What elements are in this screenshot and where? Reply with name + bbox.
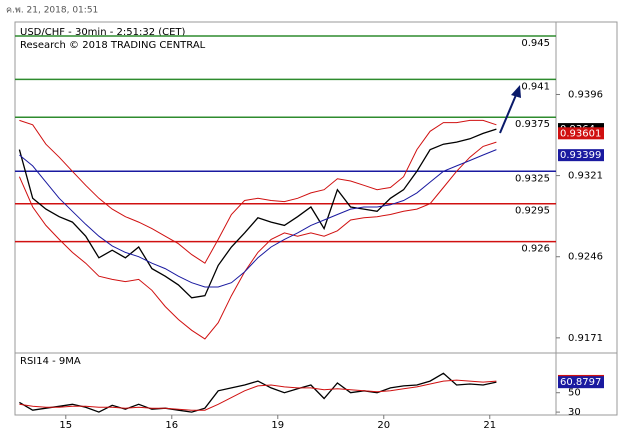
timestamp: ค.พ. 21, 2018, 01:51 bbox=[6, 6, 98, 16]
level-label: 0.926 bbox=[521, 244, 550, 255]
price-box-label: 60.8797 bbox=[560, 377, 601, 388]
price-box bbox=[558, 376, 604, 389]
series-line bbox=[19, 372, 497, 413]
y-tick-label: 0.9246 bbox=[568, 252, 603, 263]
y-tick-label: 0.9171 bbox=[568, 333, 603, 344]
level-label: 0.9325 bbox=[515, 173, 550, 184]
series-line bbox=[18, 141, 497, 340]
series-line bbox=[19, 119, 497, 264]
y-tick-label: 0.9396 bbox=[568, 89, 603, 100]
x-tick-label: 19 bbox=[271, 420, 284, 431]
chart-title: USD/CHF - 30min - 2:51:32 (CET) bbox=[20, 27, 186, 38]
series-line bbox=[18, 128, 497, 299]
x-tick-label: 15 bbox=[59, 420, 72, 431]
level-label: 0.941 bbox=[521, 81, 550, 92]
level-label: 0.9295 bbox=[515, 206, 550, 217]
rsi-title: RSI14 - 9MA bbox=[20, 356, 81, 367]
frame bbox=[14, 21, 618, 416]
x-tick-label: 20 bbox=[377, 420, 390, 431]
arrow-head bbox=[511, 85, 521, 98]
x-tick-label: 16 bbox=[165, 420, 178, 431]
level-label: 0.945 bbox=[521, 38, 550, 49]
price-box-label: 0.93399 bbox=[560, 150, 601, 161]
forecast-arrow bbox=[499, 94, 517, 134]
price-box bbox=[558, 127, 604, 140]
price-box bbox=[558, 149, 604, 162]
series-line bbox=[19, 379, 497, 411]
y-tick-label: 0.9321 bbox=[568, 171, 603, 182]
x-tick-label: 21 bbox=[483, 420, 496, 431]
y-tick-label: 50 bbox=[568, 388, 581, 399]
chart-subtitle: Research © 2018 TRADING CENTRAL bbox=[20, 40, 206, 51]
price-box-label: 0.93601 bbox=[560, 128, 601, 139]
y-tick-label: 30 bbox=[568, 407, 581, 418]
series-line bbox=[19, 149, 497, 288]
level-label: 0.9375 bbox=[515, 119, 550, 130]
